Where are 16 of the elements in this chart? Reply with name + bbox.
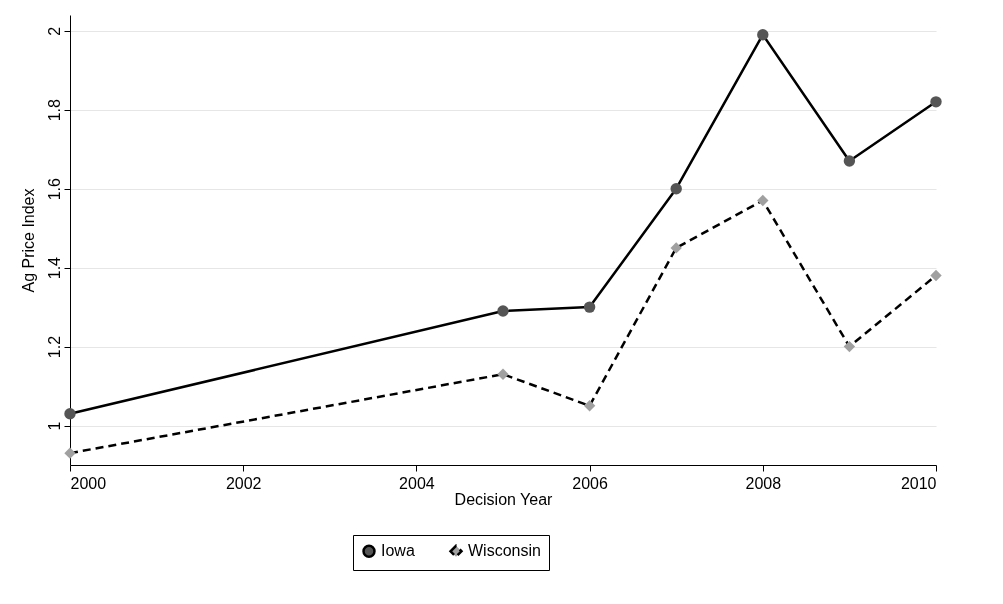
x-tick-label: 2008 <box>745 474 782 492</box>
y-tick-label: 1.8 <box>45 99 63 122</box>
x-tick-label: 2010 <box>900 474 937 492</box>
legend-label: Wisconsin <box>468 542 541 560</box>
legend-label: Iowa <box>381 542 415 560</box>
x-tick-label: 2004 <box>399 474 435 492</box>
y-tick-label: 1.4 <box>45 256 63 280</box>
y-tick-label: 1 <box>45 421 63 431</box>
y-tick-label: 2 <box>45 26 63 36</box>
x-tick-label: 2006 <box>572 474 608 492</box>
x-tick-label: 2000 <box>70 474 107 492</box>
y-tick-label: 1.2 <box>45 335 63 359</box>
y-axis-title: Ag Price Index <box>19 188 37 293</box>
y-tick-label: 1.6 <box>45 177 63 201</box>
x-axis-title: Decision Year <box>454 490 554 508</box>
x-tick-label: 2002 <box>225 474 262 492</box>
